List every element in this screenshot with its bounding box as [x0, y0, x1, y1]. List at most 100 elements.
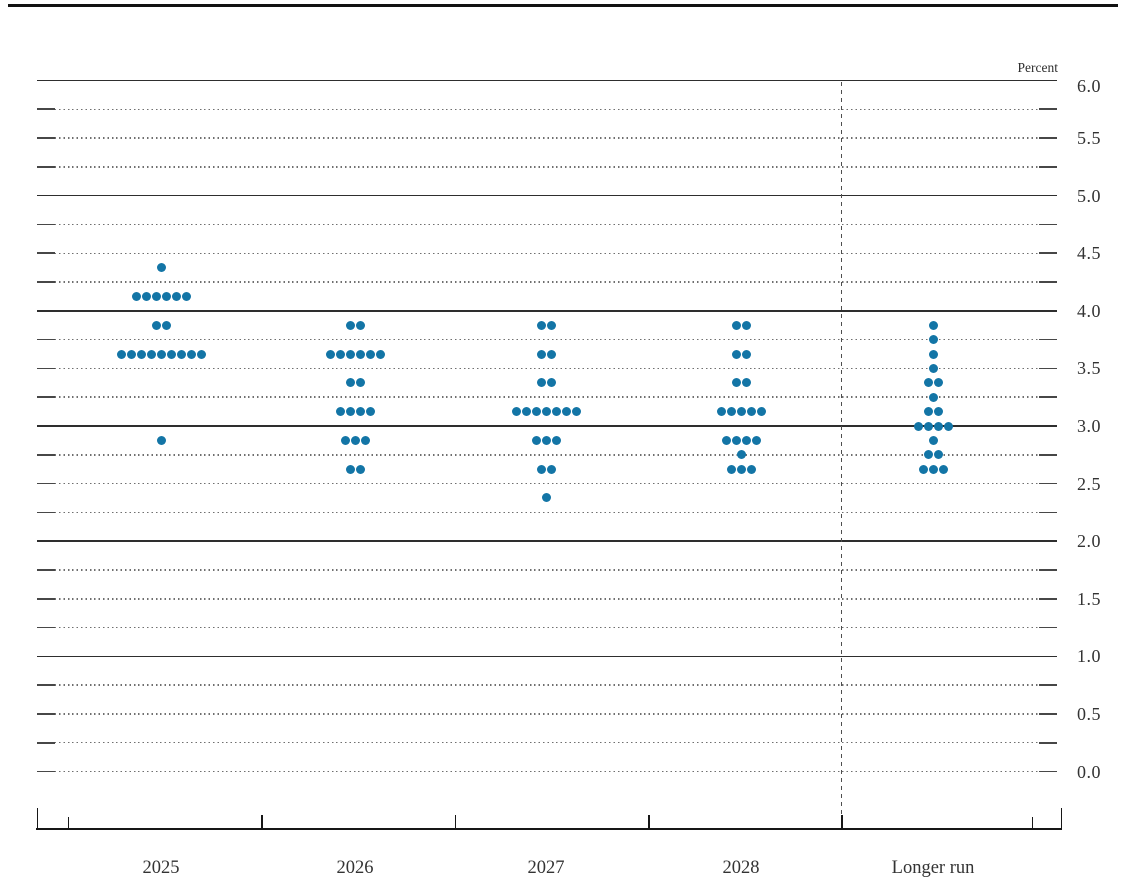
gridline-left-tick-0.25	[37, 741, 55, 744]
dot-2028-2.875	[731, 435, 741, 445]
dot-2028-3.125	[736, 407, 746, 417]
gridline-dotted-5.75	[37, 108, 1057, 111]
dot-2026-3.625	[345, 349, 355, 359]
gridline-dotted-0.25	[37, 741, 1057, 744]
y-tick-label-4.0: 4.0	[1077, 300, 1101, 321]
dot-2027-2.625	[536, 464, 546, 474]
dot-2027-2.625	[546, 464, 556, 474]
y-tick-label-0.0: 0.0	[1077, 761, 1101, 782]
gridline-left-tick-2.75	[37, 453, 55, 456]
gridline-left-tick-0.50	[37, 713, 55, 715]
page-top-rule	[8, 4, 1118, 8]
dot-2027-3.125	[531, 407, 541, 417]
gridline-right-tick-0.00	[1039, 770, 1057, 773]
dot-2028-3.625	[741, 349, 751, 359]
dot-longer-run-3	[913, 421, 923, 431]
gridline-right-tick-5.75	[1039, 108, 1057, 111]
dot-longer-run-2.625	[938, 464, 948, 474]
x-axis-tick-2	[261, 815, 263, 829]
dot-2025-3.875	[151, 320, 161, 330]
dot-longer-run-3	[923, 421, 933, 431]
gridline-left-tick-4.25	[37, 281, 55, 283]
x-category-label-longer-run: Longer run	[891, 858, 975, 878]
dot-2028-3.125	[756, 407, 766, 417]
longer-run-divider-line	[840, 82, 842, 829]
dot-2028-2.875	[721, 435, 731, 445]
dot-2025-3.625	[146, 349, 156, 359]
dot-2026-3.375	[355, 378, 365, 388]
dot-2026-2.875	[350, 435, 360, 445]
dot-2026-2.875	[340, 435, 350, 445]
y-tick-label-3.0: 3.0	[1077, 416, 1101, 436]
dot-2028-3.125	[746, 407, 756, 417]
x-category-label-2025: 2025	[142, 858, 180, 878]
y-tick-label-5.0: 5.0	[1077, 185, 1101, 206]
gridline-right-tick-1.75	[1039, 569, 1057, 571]
dot-2026-3.125	[335, 407, 345, 417]
dot-2026-3.875	[345, 320, 355, 330]
gridline-right-tick-0.25	[1039, 741, 1057, 744]
gridline-dotted-0.75	[37, 684, 1057, 686]
y-tick-label-5.5: 5.5	[1077, 128, 1101, 149]
dot-2028-2.875	[751, 435, 761, 445]
gridline-left-tick-1.75	[37, 569, 55, 571]
gridline-right-tick-2.25	[1039, 511, 1057, 514]
gridline-dotted-1.25	[37, 626, 1057, 629]
gridline-right-tick-0.50	[1039, 713, 1057, 715]
gridline-solid-5.00	[37, 194, 1057, 197]
gridline-left-tick-4.50	[37, 252, 55, 255]
dot-longer-run-3.625	[928, 349, 938, 359]
dot-2025-3.625	[126, 349, 136, 359]
dot-2026-3.125	[365, 407, 375, 417]
dot-2027-3.875	[546, 320, 556, 330]
dot-2028-3.375	[741, 378, 751, 388]
dot-2025-4.125	[131, 291, 141, 301]
gridline-right-tick-4.50	[1039, 252, 1057, 255]
y-tick-label-0.5: 0.5	[1077, 703, 1101, 724]
gridline-left-tick-5.25	[37, 166, 55, 168]
dot-longer-run-2.625	[918, 464, 928, 474]
gridline-right-tick-2.50	[1039, 482, 1057, 485]
dot-2025-3.625	[166, 349, 176, 359]
dot-2028-3.375	[731, 378, 741, 388]
x-category-label-2028: 2028	[722, 858, 760, 878]
dot-2026-2.625	[345, 464, 355, 474]
dot-2026-3.625	[325, 349, 335, 359]
dot-longer-run-3.375	[933, 378, 943, 388]
gridline-left-tick-3.75	[37, 338, 55, 341]
dot-2027-3.375	[536, 378, 546, 388]
gridline-dotted-2.75	[37, 454, 1057, 456]
gridline-solid-1.00	[37, 655, 1057, 658]
dot-2028-3.625	[731, 349, 741, 359]
gridline-dotted-1.50	[37, 598, 1057, 600]
y-tick-label-3.5: 3.5	[1077, 358, 1101, 379]
dot-2028-3.875	[741, 320, 751, 330]
dot-2025-4.125	[151, 291, 161, 301]
dot-longer-run-2.75	[923, 450, 933, 460]
gridline-right-tick-5.50	[1039, 137, 1057, 139]
dot-2025-3.875	[161, 320, 171, 330]
gridline-right-tick-1.50	[1039, 597, 1057, 600]
dot-2025-3.625	[186, 349, 196, 359]
x-category-label-2027: 2027	[527, 858, 565, 878]
gridline-solid-6.00	[37, 79, 1057, 82]
x-axis-tick-1	[67, 817, 70, 829]
dot-2028-2.625	[726, 464, 736, 474]
dot-2027-2.375	[541, 493, 551, 503]
dot-2026-3.625	[375, 349, 385, 359]
gridline-left-tick-4.75	[37, 223, 55, 226]
gridline-dotted-0.50	[37, 713, 1057, 715]
dot-2025-4.125	[171, 291, 181, 301]
dot-2028-2.625	[746, 464, 756, 474]
x-axis-tick-7	[1060, 808, 1063, 829]
dot-2027-2.875	[541, 435, 551, 445]
gridline-right-tick-2.75	[1039, 453, 1057, 456]
dot-2025-3.625	[116, 349, 126, 359]
dot-2027-3.125	[561, 407, 571, 417]
dot-longer-run-2.875	[928, 435, 938, 445]
dot-2025-3.625	[176, 349, 186, 359]
dot-2028-2.625	[736, 464, 746, 474]
gridline-solid-3.00	[37, 425, 1057, 427]
gridline-dotted-0.00	[37, 770, 1057, 773]
